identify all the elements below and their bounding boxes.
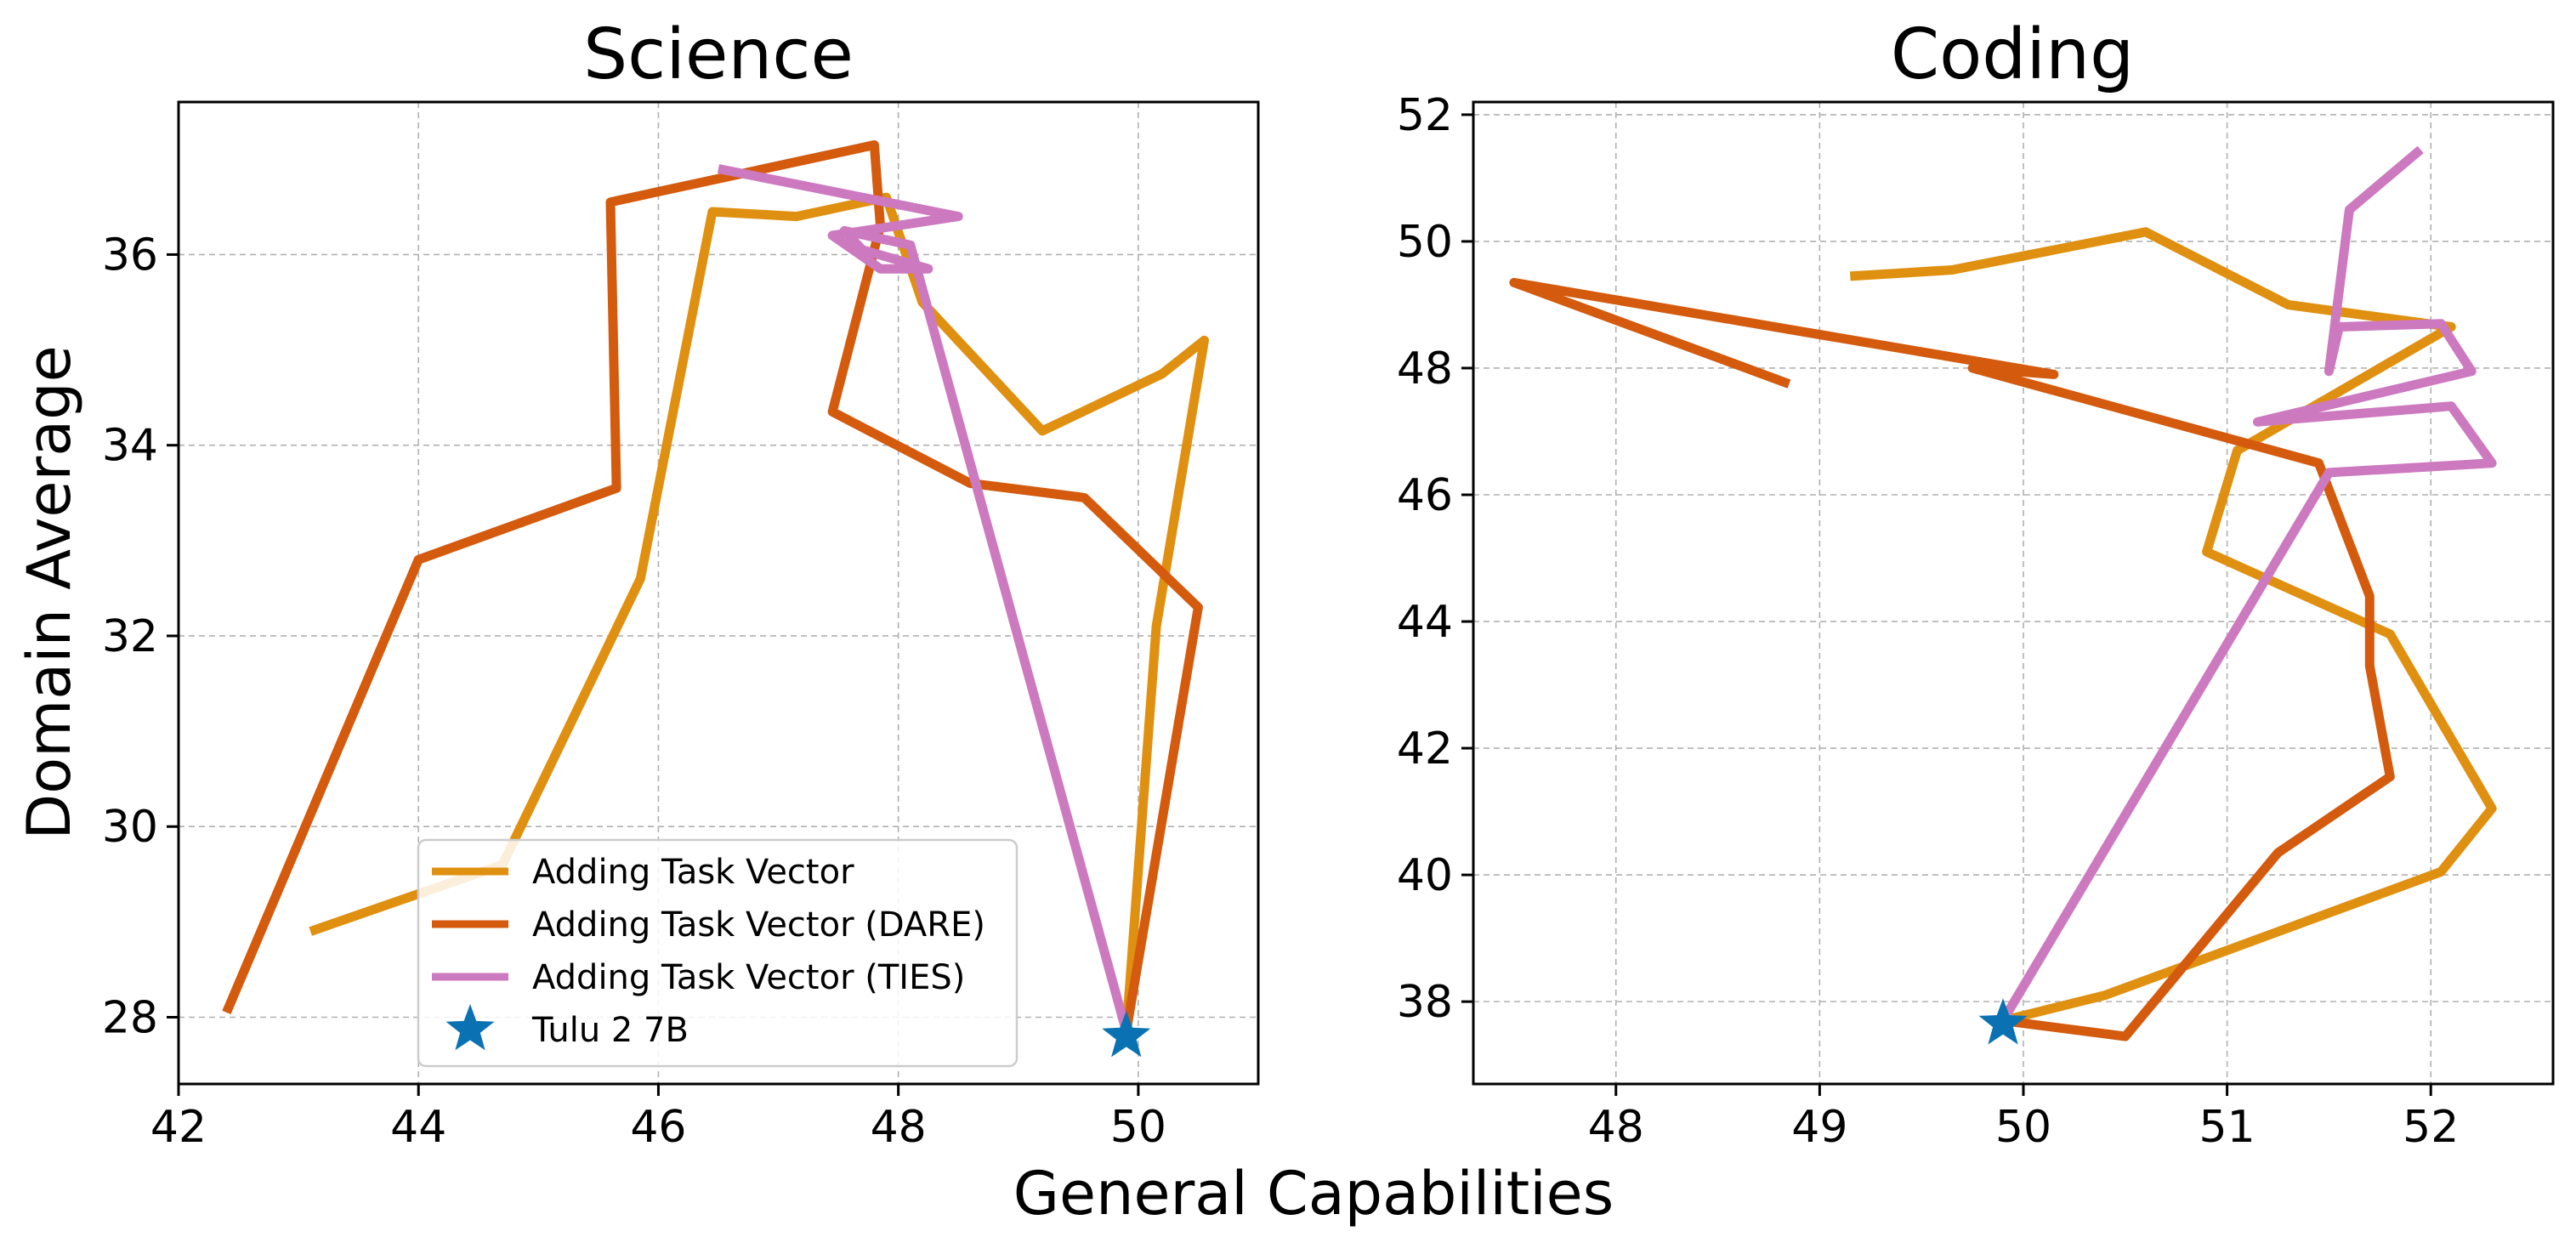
science-tulu-2-7b-star-marker <box>1102 1010 1151 1058</box>
science-x-tick-label: 44 <box>390 1102 446 1153</box>
legend-label-tulu: Tulu 2 7B <box>531 1011 689 1050</box>
coding-y-tick-label: 42 <box>1397 723 1453 775</box>
science-ticks: 42 44 46 48 50 28 30 32 34 36 <box>102 230 1166 1153</box>
legend-label-dare: Adding Task Vector (DARE) <box>532 905 985 945</box>
science-y-tick-label: 34 <box>102 421 158 472</box>
coding-y-tick-label: 52 <box>1397 90 1453 141</box>
legend-star-icon <box>445 1004 495 1051</box>
science-axes-frame <box>177 100 1260 1086</box>
legend-box <box>417 838 1018 1068</box>
coding-x-tick-label: 52 <box>2403 1102 2459 1153</box>
coding-x-tick-label: 49 <box>1791 1102 1847 1153</box>
coding-y-tick-label: 48 <box>1397 343 1453 394</box>
science-series-adding-task-vector-ties <box>717 164 1132 1033</box>
science-panel: Science 42 44 46 48 50 28 30 32 34 36 <box>102 14 1260 1153</box>
coding-x-tick-label: 51 <box>2199 1102 2255 1153</box>
x-axis-label: General Capabilities <box>1013 1159 1614 1228</box>
coding-y-tick-label: 46 <box>1397 470 1453 521</box>
science-series <box>222 140 1209 1058</box>
legend-label-ties: Adding Task Vector (TIES) <box>532 958 965 997</box>
coding-tulu-2-7b-star-marker <box>1978 998 2028 1045</box>
coding-axes-frame <box>1472 100 2555 1086</box>
science-y-tick-label: 28 <box>102 993 158 1044</box>
coding-series-adding-task-vector-dare <box>1509 277 2395 1041</box>
coding-y-tick-label: 40 <box>1397 850 1453 901</box>
science-y-tick-label: 32 <box>102 611 158 662</box>
coding-panel: Coding 48 49 50 51 52 38 40 42 44 46 48 50 52 <box>1397 14 2555 1153</box>
science-series-adding-task-vector <box>309 192 1209 1032</box>
coding-y-tick-label: 50 <box>1397 217 1453 268</box>
science-x-tick-label: 42 <box>150 1102 207 1153</box>
coding-y-tick-label: 38 <box>1397 977 1453 1028</box>
legend: Adding Task Vector Adding Task Vector (D… <box>417 838 1018 1068</box>
coding-series-adding-task-vector-ties <box>1999 145 2497 1024</box>
coding-series <box>1509 145 2497 1045</box>
legend-label-task-vector: Adding Task Vector <box>532 853 854 892</box>
science-y-tick-label: 30 <box>102 802 158 853</box>
science-x-tick-label: 50 <box>1110 1102 1166 1153</box>
coding-y-tick-label: 44 <box>1397 597 1453 648</box>
coding-x-tick-label: 50 <box>1995 1102 2051 1153</box>
coding-x-tick-label: 48 <box>1588 1102 1644 1153</box>
coding-series-adding-task-vector <box>1849 227 2497 1025</box>
coding-title: Coding <box>1891 14 2134 95</box>
science-x-tick-label: 46 <box>630 1102 686 1153</box>
science-x-tick-label: 48 <box>871 1102 927 1153</box>
science-title: Science <box>583 14 854 95</box>
coding-ticks: 48 49 50 51 52 38 40 42 44 46 48 50 52 <box>1397 90 2459 1153</box>
y-axis-label: Domain Average <box>14 345 84 839</box>
science-y-tick-label: 36 <box>102 230 158 281</box>
